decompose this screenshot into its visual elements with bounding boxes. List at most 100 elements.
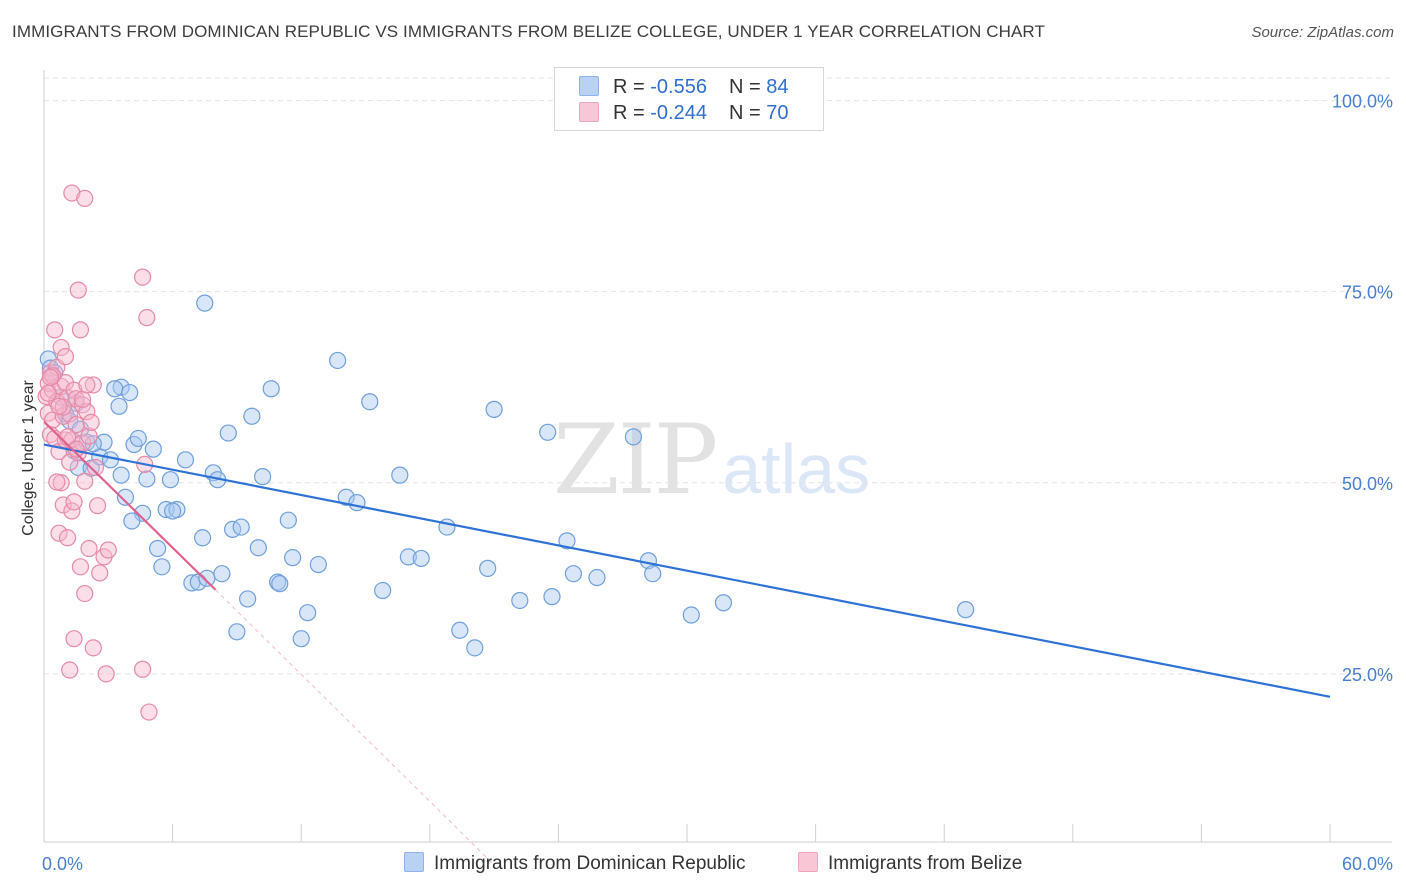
data-point-dominican-republic xyxy=(271,575,289,593)
y-tick-label: 100.0% xyxy=(1332,92,1393,112)
data-point-dominican-republic xyxy=(116,488,135,506)
data-point-belize xyxy=(97,665,115,683)
y-axis-label: College, Under 1 year xyxy=(20,380,37,536)
data-point-dominican-republic xyxy=(112,378,130,396)
data-point-dominican-republic xyxy=(196,294,214,312)
data-point-dominican-republic xyxy=(144,440,162,458)
data-point-belize xyxy=(50,524,68,542)
data-point-dominican-republic xyxy=(153,558,171,576)
trend-lines xyxy=(43,420,1331,698)
legend-n-value: 84 xyxy=(766,76,789,98)
data-point-dominican-republic xyxy=(466,639,484,657)
data-point-belize xyxy=(76,584,94,603)
data-point-dominican-republic xyxy=(279,511,297,529)
data-point-dominican-republic xyxy=(95,433,113,451)
legend-r-value: -0.244 xyxy=(650,102,707,124)
data-point-dominican-republic xyxy=(399,548,417,566)
data-point-dominican-republic xyxy=(682,606,700,624)
data-point-dominican-republic xyxy=(564,565,583,583)
source-attribution: Source: ZipAtlas.com xyxy=(1251,24,1394,41)
axes xyxy=(43,70,1392,843)
data-point-dominican-republic xyxy=(412,549,430,568)
data-point-dominican-republic xyxy=(138,470,156,488)
trend-lines-dashed xyxy=(215,589,495,866)
data-point-belize xyxy=(69,281,87,299)
data-point-belize xyxy=(76,472,94,490)
data-point-dominican-republic xyxy=(624,428,643,446)
series-belize-points xyxy=(37,184,158,721)
y-tick-label: 25.0% xyxy=(1342,665,1393,685)
bottom-legend-swatch-blue xyxy=(404,852,424,872)
data-point-belize xyxy=(39,384,57,402)
data-point-belize xyxy=(88,497,107,515)
data-point-dominican-republic xyxy=(644,565,662,583)
x-tick-label-min: 0.0% xyxy=(42,854,83,874)
data-point-belize xyxy=(71,321,90,339)
data-point-belize xyxy=(133,268,152,286)
y-tick-label: 50.0% xyxy=(1342,474,1393,494)
data-point-belize xyxy=(54,496,72,514)
bottom-legend-label: Immigrants from Belize xyxy=(828,853,1023,874)
watermark-atlas: atlas xyxy=(722,430,871,508)
legend-r-value: -0.556 xyxy=(650,76,707,98)
watermark-zip: ZIP xyxy=(553,404,718,516)
data-point-dominican-republic xyxy=(106,380,124,398)
data-point-dominican-republic xyxy=(485,400,503,418)
data-point-dominican-republic xyxy=(176,451,195,469)
correlation-legend: R = -0.556 N = 84 R = -0.244 N = 70 xyxy=(554,67,824,131)
data-point-belize xyxy=(80,539,98,558)
trend-line-belize xyxy=(43,420,217,591)
bottom-legend-belize: Immigrants from Belize xyxy=(798,852,1022,875)
data-point-belize xyxy=(84,376,102,394)
data-point-dominican-republic xyxy=(198,569,216,587)
data-point-dominican-republic xyxy=(337,488,355,506)
legend-swatch-blue xyxy=(579,76,599,96)
data-point-dominican-republic xyxy=(539,423,557,441)
data-point-dominican-republic xyxy=(110,397,128,415)
data-point-belize xyxy=(52,338,70,357)
bottom-legend-swatch-pink xyxy=(798,852,818,872)
legend-r-label: R = xyxy=(613,76,651,98)
data-point-dominican-republic xyxy=(714,594,733,612)
data-point-belize xyxy=(46,321,64,339)
data-point-dominican-republic xyxy=(243,407,261,425)
chart-title: IMMIGRANTS FROM DOMINICAN REPUBLIC VS IM… xyxy=(12,22,1045,41)
data-point-dominican-republic xyxy=(329,351,347,370)
data-point-dominican-republic xyxy=(292,630,310,648)
data-point-dominican-republic xyxy=(249,539,267,557)
x-tick-label-max: 60.0% xyxy=(1342,854,1393,874)
bottom-legend-dominican-republic: Immigrants from Dominican Republic xyxy=(404,852,746,875)
data-point-belize xyxy=(67,390,85,408)
data-point-belize xyxy=(80,427,98,445)
data-point-belize xyxy=(73,390,92,409)
data-point-dominican-republic xyxy=(299,604,317,622)
data-point-belize xyxy=(63,184,81,202)
data-point-dominican-republic xyxy=(101,451,120,469)
data-point-dominican-republic xyxy=(558,532,576,550)
data-point-dominican-republic xyxy=(69,458,87,477)
data-point-dominican-republic xyxy=(164,502,182,520)
data-point-dominican-republic xyxy=(213,565,231,583)
data-point-dominican-republic xyxy=(262,380,280,398)
data-point-dominican-republic xyxy=(588,568,606,587)
data-point-dominican-republic xyxy=(284,549,302,567)
data-point-belize xyxy=(43,411,62,429)
legend-n-label: N = xyxy=(728,76,767,98)
legend-row-dominican-republic: R = -0.556 N = 84 xyxy=(579,76,788,100)
data-point-belize xyxy=(82,413,100,431)
data-point-dominican-republic xyxy=(348,494,366,512)
data-point-dominican-republic xyxy=(254,468,272,486)
data-point-dominican-republic xyxy=(511,591,529,610)
data-point-dominican-republic xyxy=(121,383,139,402)
data-point-dominican-republic xyxy=(112,466,130,484)
data-point-dominican-republic xyxy=(123,512,141,530)
trend-line-belize-extension xyxy=(215,589,495,866)
data-point-dominican-republic xyxy=(194,529,212,547)
trend-line-dominican-republic xyxy=(43,443,1331,698)
data-point-dominican-republic xyxy=(451,621,469,639)
data-point-belize xyxy=(37,387,55,405)
data-point-dominican-republic xyxy=(543,588,561,606)
data-point-belize xyxy=(58,529,77,547)
data-point-dominican-republic xyxy=(361,393,379,411)
